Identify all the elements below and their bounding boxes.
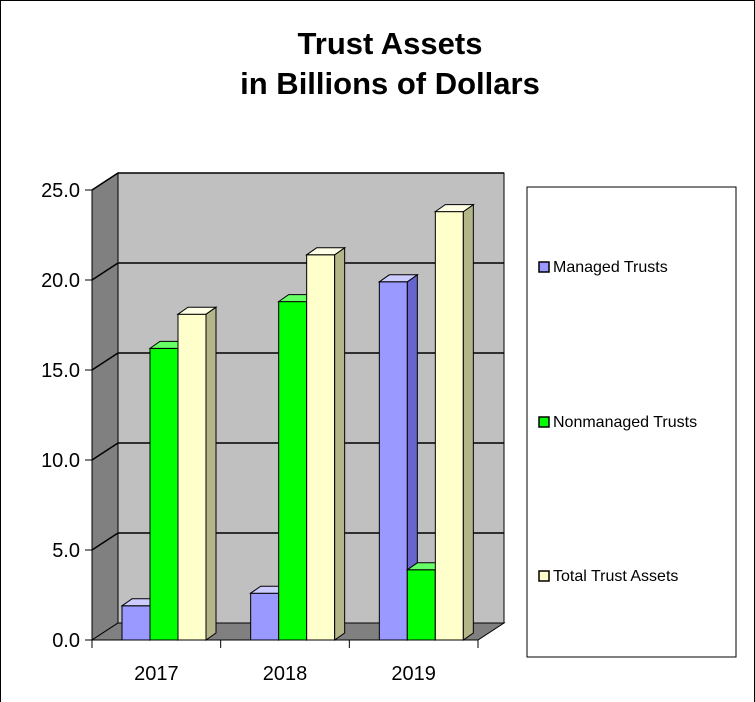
bar-top [377, 274, 419, 283]
bar-front [406, 569, 436, 641]
legend-label: Nonmanaged Trusts [553, 414, 697, 431]
bar-front [434, 211, 464, 641]
y-tick-label: 10.0 [41, 450, 80, 472]
bar-front [121, 605, 151, 641]
x-tick-labels: 2017 2018 2019 [134, 663, 436, 685]
legend-swatch [538, 416, 550, 428]
legend-swatch [538, 261, 550, 273]
y-tick-label: 25.0 [41, 180, 80, 202]
gridline [91, 532, 504, 551]
bar-top [305, 247, 347, 256]
bar-side [462, 203, 474, 641]
axes [85, 189, 479, 648]
bar-top [176, 306, 218, 315]
bars [120, 203, 475, 641]
y-tick-labels: 0.0 5.0 10.0 15.0 20.0 25.0 [41, 180, 80, 652]
bar-front [378, 281, 408, 641]
y-tick-label: 15.0 [41, 360, 80, 382]
legend-label: Managed Trusts [553, 259, 668, 276]
chart-title-line-1: Trust Assets [298, 26, 483, 61]
gridlines [91, 172, 504, 551]
y-tick-label: 0.0 [52, 630, 80, 652]
legend-box [526, 186, 737, 658]
chart-title-line-2: in Billions of Dollars [240, 66, 540, 101]
legend-label: Total Trust Assets [553, 568, 678, 585]
x-tick-label: 2018 [263, 663, 308, 685]
bar-top [433, 204, 475, 213]
gridline [91, 172, 504, 191]
gridline [91, 262, 504, 281]
bar-side [334, 246, 346, 641]
bar-front [177, 313, 207, 641]
bar [305, 246, 347, 641]
bar-front [306, 254, 336, 641]
x-tick-label: 2019 [391, 663, 436, 685]
legend-swatch [538, 570, 550, 582]
bar [433, 203, 475, 641]
y-tick-label: 20.0 [41, 270, 80, 292]
bar-front [250, 592, 280, 641]
plot-side-wall [91, 172, 119, 641]
gridline [91, 442, 504, 461]
bar [377, 273, 419, 641]
bar-side [205, 306, 217, 641]
y-tick-label: 5.0 [52, 540, 80, 562]
bar-front [149, 347, 179, 641]
bar [176, 306, 218, 641]
gridline [91, 352, 504, 371]
x-tick-label: 2017 [134, 663, 179, 685]
legend: Managed Trusts Nonmanaged Trusts Total Tru… [538, 259, 697, 585]
bar-front [278, 301, 308, 641]
